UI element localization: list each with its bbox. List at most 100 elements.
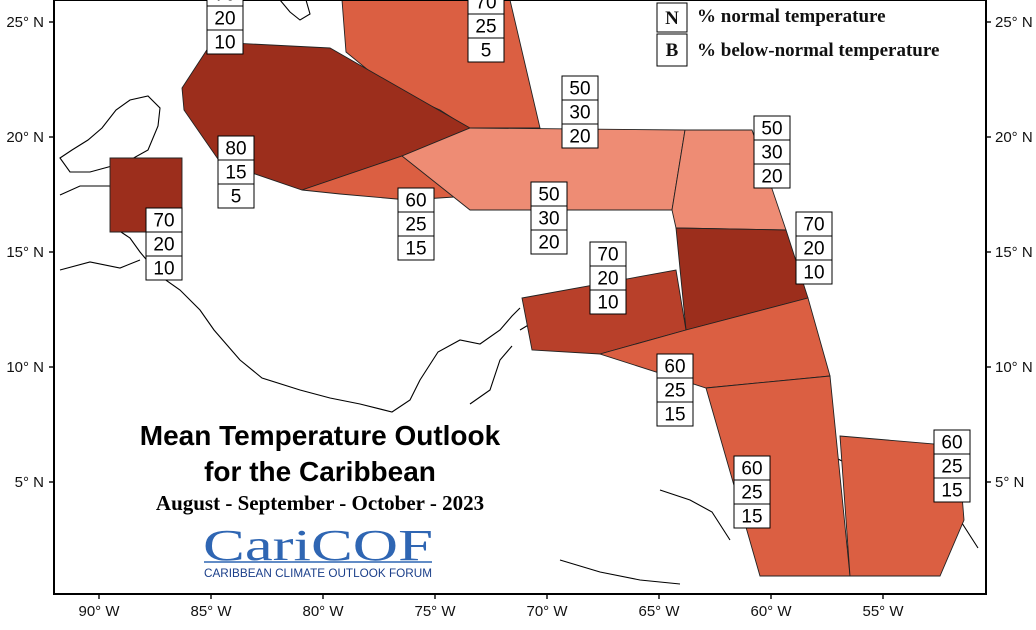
prob-value-windward-islands: 70 (803, 215, 824, 236)
prob-box (753, 115, 791, 141)
legend-key: N (665, 8, 679, 29)
prob-value-florida-straits: 20 (214, 9, 235, 30)
logo-subtitle: CARIBBEAN CLIMATE OUTLOOK FORUM (204, 568, 432, 580)
y-axis-labels-right: 25° N 20° N 15° N 10° N 5° N (995, 14, 1033, 491)
prob-value-leeward-islands: 50 (761, 119, 782, 140)
x-tick-label: 65° W (638, 603, 680, 620)
y-tick-label: 25° N (995, 14, 1033, 31)
x-axis-ticks (98, 594, 884, 599)
y-tick-label: 20° N (6, 129, 44, 146)
prob-value-french-guiana: 60 (941, 433, 962, 454)
prob-value-guyana: 60 (741, 459, 762, 480)
prob-box (795, 211, 833, 237)
prob-box (656, 353, 694, 379)
zone-guyana (705, 375, 851, 577)
prob-value-cuba: 5 (231, 187, 242, 208)
legend-key: B (666, 40, 679, 61)
prob-box (561, 99, 599, 125)
prob-value-jamaica: 25 (405, 215, 426, 236)
prob-box (397, 211, 435, 237)
x-tick-label: 80° W (302, 603, 344, 620)
x-axis-labels: 90° W 85° W 80° W 75° W 70° W 65° W 60° … (78, 603, 904, 620)
prob-value-guyana: 15 (741, 507, 762, 528)
x-tick-label: 55° W (862, 603, 904, 620)
prob-value-windward-islands: 10 (803, 263, 824, 284)
prob-value-jamaica: 15 (405, 239, 426, 260)
map-frame (53, 0, 987, 595)
prob-value-bahamas: 5 (481, 41, 492, 62)
prob-value-belize: 10 (153, 259, 174, 280)
prob-box (656, 401, 694, 427)
prob-value-trinidad: 60 (664, 357, 685, 378)
prob-box (530, 205, 568, 231)
prob-box (467, 13, 505, 39)
prob-value-leeward-islands: 20 (761, 167, 782, 188)
prob-box (217, 183, 255, 209)
x-tick-label: 90° W (78, 603, 120, 620)
prob-value-abc-islands: 70 (597, 245, 618, 266)
y-axis-ticks (49, 21, 991, 483)
prob-value-french-guiana: 25 (941, 457, 962, 478)
prob-value-florida-straits: 10 (214, 33, 235, 54)
prob-value-windward-islands: 20 (803, 239, 824, 260)
title-block: Mean Temperature Outlook for the Caribbe… (140, 420, 501, 515)
x-tick-label: 75° W (414, 603, 456, 620)
y-axis-labels-left: 25° N 20° N 15° N 10° N 5° N (6, 14, 44, 491)
prob-value-bahamas: 70 (475, 0, 496, 14)
prob-value-florida-straits: 70 (214, 0, 235, 6)
prob-value-hispaniola: 50 (538, 185, 559, 206)
prob-value-french-guiana: 15 (941, 481, 962, 502)
prob-value-puerto-rico: 20 (569, 127, 590, 148)
y-tick-label: 5° N (995, 474, 1024, 491)
prob-box (530, 229, 568, 255)
prob-box (206, 5, 244, 31)
prob-box (467, 37, 505, 63)
legend-label: % below-normal temperature (697, 40, 939, 61)
prob-value-trinidad: 15 (664, 405, 685, 426)
prob-box (733, 503, 771, 529)
map-title-line2: for the Caribbean (204, 456, 436, 487)
map-period: August - September - October - 2023 (156, 491, 484, 515)
prob-value-hispaniola: 30 (538, 209, 559, 230)
prob-value-cuba: 80 (225, 139, 246, 160)
prob-value-puerto-rico: 30 (569, 103, 590, 124)
y-tick-label: 25° N (6, 14, 44, 31)
prob-value-belize: 20 (153, 235, 174, 256)
prob-box (589, 289, 627, 315)
prob-box (206, 29, 244, 55)
axes: 90° W 85° W 80° W 75° W 70° W 65° W 60° … (6, 14, 1032, 620)
prob-value-hispaniola: 20 (538, 233, 559, 254)
y-tick-label: 15° N (6, 244, 44, 261)
prob-value-trinidad: 25 (664, 381, 685, 402)
prob-value-abc-islands: 20 (597, 269, 618, 290)
prob-value-leeward-islands: 30 (761, 143, 782, 164)
y-tick-label: 10° N (995, 359, 1033, 376)
y-tick-label: 5° N (15, 474, 44, 491)
legend: N % normal temperature B % below-normal … (656, 2, 939, 67)
prob-value-cuba: 15 (225, 163, 246, 184)
prob-box (145, 255, 183, 281)
prob-value-jamaica: 60 (405, 191, 426, 212)
prob-box (561, 123, 599, 149)
prob-box (397, 235, 435, 261)
prob-value-belize: 70 (153, 211, 174, 232)
prob-box (795, 259, 833, 285)
prob-value-abc-islands: 10 (597, 293, 618, 314)
prob-box (589, 241, 627, 267)
prob-box (933, 429, 971, 455)
map-title: Mean Temperature Outlook (140, 420, 501, 451)
prob-value-bahamas: 25 (475, 17, 496, 38)
x-tick-label: 70° W (526, 603, 568, 620)
y-tick-label: 10° N (6, 359, 44, 376)
legend-label: % normal temperature (697, 6, 886, 27)
prob-box (733, 479, 771, 505)
x-tick-label: 60° W (750, 603, 792, 620)
prob-box (753, 163, 791, 189)
forecast-zones (109, 0, 965, 577)
caricof-logo: CariCOF CARIBBEAN CLIMATE OUTLOOK FORUM (203, 521, 433, 580)
prob-value-guyana: 25 (741, 483, 762, 504)
prob-value-puerto-rico: 50 (569, 79, 590, 100)
prob-box (530, 181, 568, 207)
